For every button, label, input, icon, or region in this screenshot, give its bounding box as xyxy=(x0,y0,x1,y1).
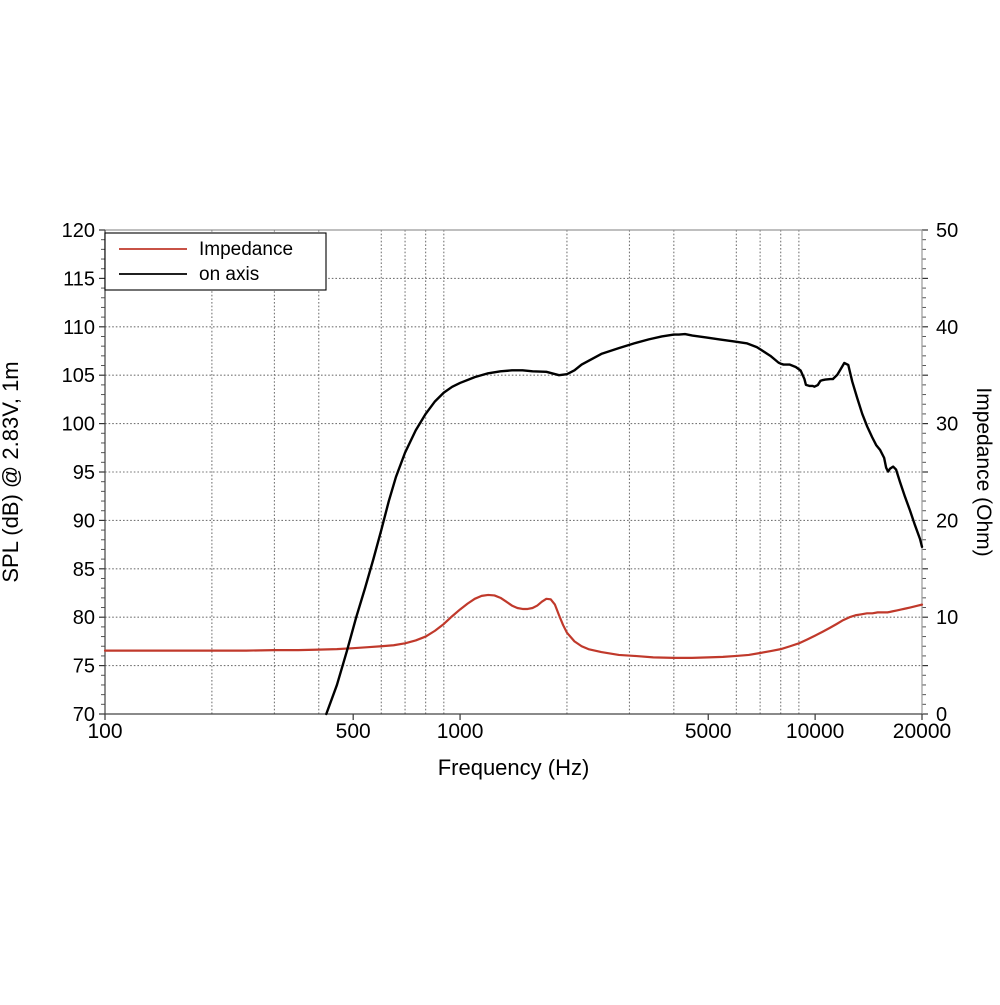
svg-text:on axis: on axis xyxy=(199,264,259,285)
svg-text:50: 50 xyxy=(936,220,958,242)
svg-text:90: 90 xyxy=(73,510,95,532)
svg-text:105: 105 xyxy=(62,365,95,387)
svg-text:120: 120 xyxy=(62,220,95,242)
svg-text:Frequency (Hz): Frequency (Hz) xyxy=(438,755,590,780)
svg-text:5000: 5000 xyxy=(685,720,732,743)
svg-text:85: 85 xyxy=(73,559,95,581)
svg-text:20: 20 xyxy=(936,510,958,532)
svg-text:75: 75 xyxy=(73,656,95,678)
svg-text:95: 95 xyxy=(73,462,95,484)
svg-text:100: 100 xyxy=(87,720,122,743)
svg-text:Impedance (Ohm): Impedance (Ohm) xyxy=(972,387,995,556)
svg-text:Impedance: Impedance xyxy=(199,239,293,260)
svg-text:10000: 10000 xyxy=(786,720,844,743)
svg-text:500: 500 xyxy=(336,720,371,743)
svg-text:115: 115 xyxy=(63,268,95,290)
svg-text:110: 110 xyxy=(63,317,95,339)
svg-text:100: 100 xyxy=(62,414,95,436)
svg-text:40: 40 xyxy=(936,317,958,339)
svg-text:30: 30 xyxy=(936,414,958,436)
svg-text:10: 10 xyxy=(936,607,958,629)
svg-text:20000: 20000 xyxy=(893,720,951,743)
svg-text:1000: 1000 xyxy=(437,720,484,743)
svg-text:80: 80 xyxy=(73,607,95,629)
svg-text:SPL (dB) @ 2.83V, 1m: SPL (dB) @ 2.83V, 1m xyxy=(0,361,23,582)
